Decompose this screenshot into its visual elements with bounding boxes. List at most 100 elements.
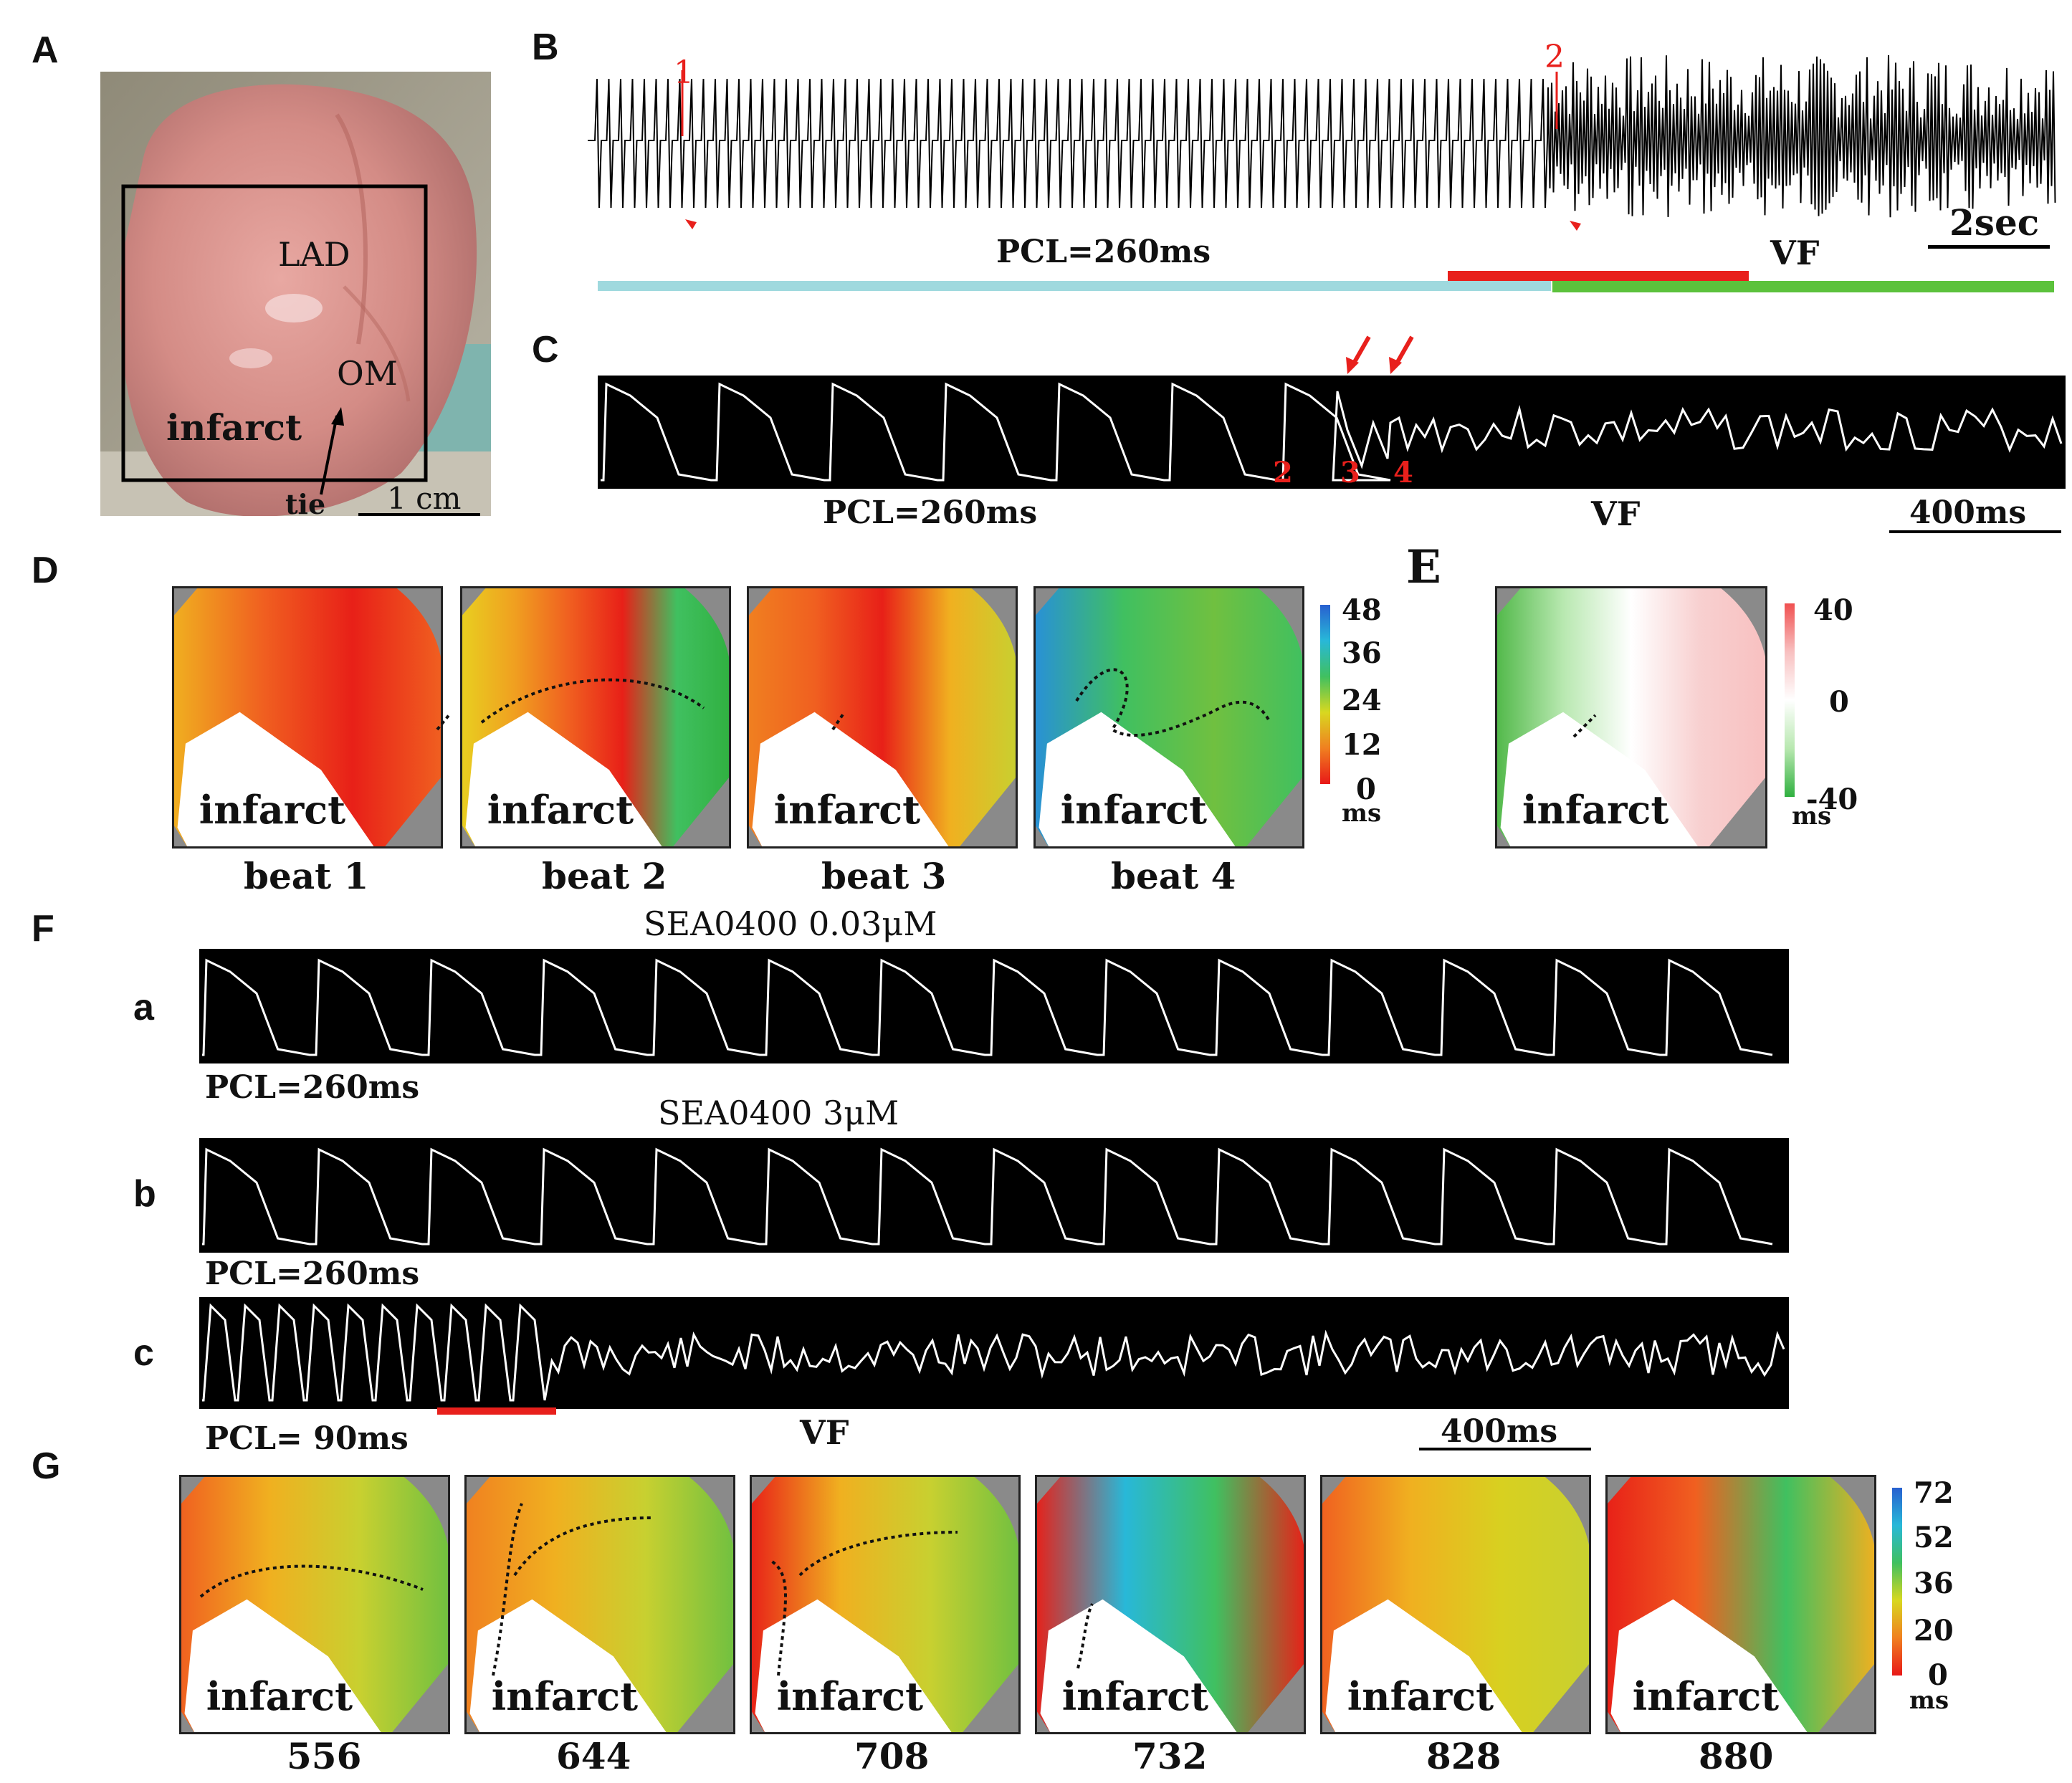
panel-d-map-beat-4-infarct-label: infarct <box>1060 787 1208 833</box>
panel-d-tick-0: 0 <box>1356 773 1376 806</box>
panel-c-mark-2: 2 <box>1273 456 1293 489</box>
panel-c-mark-3: 3 <box>1340 456 1360 489</box>
panel-label-a: A <box>32 29 59 71</box>
panel-g-map-708: infarct <box>750 1475 1021 1734</box>
panel-d-map-beat-2: infarct <box>460 586 731 849</box>
panel-b-vf-bar <box>1552 281 2054 292</box>
panel-d-map-beat-1-infarct-label: infarct <box>199 787 346 833</box>
panel-b-arrow-1 <box>685 219 697 229</box>
panel-d-tick-48: 48 <box>1342 593 1382 627</box>
panel-f-row-a: a <box>133 987 154 1028</box>
time-label-644: 644 <box>556 1735 631 1777</box>
panel-f-scale-label: 400ms <box>1441 1413 1558 1450</box>
panel-c-arrow-2-head <box>1389 357 1402 374</box>
photo-scale-label: 1 cm <box>387 481 462 516</box>
panel-b-arrow-2 <box>1570 221 1581 231</box>
beat-2-label: beat 2 <box>542 855 667 897</box>
panel-d-map-beat-2-infarct-label: infarct <box>487 787 634 833</box>
panel-e-unit: ms <box>1792 802 1832 831</box>
beat-3-label: beat 3 <box>821 855 947 897</box>
panel-d-colorbar <box>1320 605 1330 784</box>
panel-f-pcl-c: PCL= 90ms <box>205 1420 409 1457</box>
panel-c-trace-box <box>598 376 2066 489</box>
panel-c-arrow-2 <box>1393 335 1414 368</box>
panel-b-vf: VF <box>1770 234 1820 272</box>
beat-1-label: beat 1 <box>244 855 369 897</box>
panel-g-tick-0: 0 <box>1928 1658 1948 1692</box>
panel-g-unit: ms <box>1909 1686 1949 1715</box>
beat-4-label: beat 4 <box>1111 855 1236 897</box>
panel-g-map-828-infarct-label: infarct <box>1347 1673 1494 1720</box>
panel-label-c: C <box>532 329 559 371</box>
panel-label-e: E <box>1406 540 1441 594</box>
panel-b-ecg-line <box>588 54 2056 218</box>
panel-g-tick-20: 20 <box>1914 1614 1954 1648</box>
panel-b-mark-1: 1 <box>674 54 694 91</box>
panel-b-pcl: PCL=260ms <box>996 234 1211 270</box>
panel-g-tick-72: 72 <box>1914 1476 1954 1510</box>
panel-f-trace-box-c <box>199 1297 1789 1409</box>
panel-b-scale-bar <box>1928 245 2050 249</box>
panel-d-map-beat-4: infarct <box>1033 586 1304 849</box>
panel-d-tick-36: 36 <box>1342 636 1382 670</box>
panel-f-row-c: c <box>133 1332 154 1374</box>
panel-label-f: F <box>32 908 54 950</box>
panel-g-map-556-infarct-label: infarct <box>206 1673 353 1720</box>
panel-label-b: B <box>532 27 559 68</box>
panel-f-trace-box-b <box>199 1138 1789 1253</box>
panel-c-scale-bar <box>1889 530 2061 533</box>
panel-e-tick-40: 40 <box>1813 593 1853 627</box>
panel-f-trace-box-a <box>199 949 1789 1063</box>
panel-b-transition-bar <box>1448 271 1749 281</box>
tie-label: tie <box>285 488 326 517</box>
panel-d-map-beat-3: infarct <box>747 586 1018 849</box>
panel-f-title-b: SEA0400 3μM <box>658 1094 899 1132</box>
panel-g-colorbar <box>1892 1488 1902 1676</box>
panel-g-map-880: infarct <box>1605 1475 1876 1734</box>
panel-d-map-beat-3-infarct-label: infarct <box>773 787 921 833</box>
panel-f-scale-bar <box>1419 1448 1591 1450</box>
panel-f-row-b: b <box>133 1173 156 1215</box>
panel-c-arrow-1-head <box>1346 357 1359 374</box>
panel-f-title-a: SEA0400 0.03μM <box>644 904 937 943</box>
panel-g-tick-52: 52 <box>1914 1521 1954 1554</box>
panel-g-map-880-infarct-label: infarct <box>1632 1673 1780 1720</box>
panel-e-map-infarct-label: infarct <box>1522 787 1669 833</box>
panel-b-scale-label: 2sec <box>1949 201 2040 244</box>
panel-b-pacing-bar <box>598 281 1551 291</box>
photo-scale-bar <box>358 513 480 516</box>
panel-g-map-708-infarct-label: infarct <box>776 1673 924 1720</box>
panel-f-pcl-b: PCL=260ms <box>205 1256 420 1292</box>
panel-f-c-red-bar <box>437 1407 556 1415</box>
panel-d-tick-24: 24 <box>1342 684 1382 717</box>
panel-g-tick-36: 36 <box>1914 1567 1954 1600</box>
panel-g-map-828: infarct <box>1320 1475 1591 1734</box>
panel-g-map-644: infarct <box>464 1475 735 1734</box>
panel-e-tick-0: 0 <box>1829 685 1849 719</box>
panel-e-map: infarct <box>1495 586 1767 849</box>
panel-e-tick-neg40: -40 <box>1806 783 1858 816</box>
panel-d-unit: ms <box>1342 799 1382 828</box>
panel-c-scale-label: 400ms <box>1909 494 2027 531</box>
panel-label-d: D <box>32 550 59 591</box>
panel-g-map-556: infarct <box>179 1475 450 1734</box>
panel-c-pcl: PCL=260ms <box>823 494 1038 531</box>
panel-g-map-644-infarct-label: infarct <box>491 1673 639 1720</box>
infarct-label: infarct <box>166 406 302 449</box>
heart-photo: LAD OM infarct tie 1 cm <box>100 72 491 516</box>
time-label-708: 708 <box>854 1735 930 1777</box>
panel-f-vf: VF <box>800 1413 849 1452</box>
panel-c-arrow-1 <box>1350 335 1371 368</box>
panel-g-map-732-infarct-label: infarct <box>1061 1673 1209 1720</box>
panel-label-g: G <box>32 1445 61 1487</box>
panel-c-mark-4: 4 <box>1393 456 1413 489</box>
panel-e-colorbar <box>1785 603 1795 797</box>
time-label-828: 828 <box>1426 1735 1502 1777</box>
lad-label: LAD <box>278 235 350 274</box>
time-label-732: 732 <box>1132 1735 1208 1777</box>
panel-c-vf: VF <box>1591 494 1641 533</box>
om-label: OM <box>337 354 398 393</box>
panel-d-tick-12: 12 <box>1342 728 1382 762</box>
panel-b-mark-2: 2 <box>1545 39 1565 75</box>
panel-g-map-732: infarct <box>1035 1475 1306 1734</box>
